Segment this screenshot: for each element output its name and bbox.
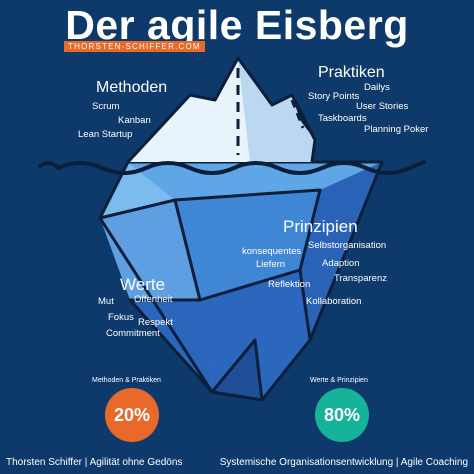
prinzipien-heading: Prinzipien [283,217,358,236]
prinzipien-item-reflektion: Reflektion [268,279,311,290]
methoden-item-kanban: Kanban [118,115,151,126]
prinzipien-item-adaption: Adaption [322,258,360,269]
stat-left-circle: 20% [105,388,159,442]
praktiken-item-user-stories: User Stories [356,101,409,112]
footer-left: Thorsten Schiffer | Agilität ohne Gedöns [6,457,183,468]
werte-item-fokus: Fokus [108,312,134,323]
methoden-item-scrum: Scrum [92,101,120,112]
iceberg-facet-right [300,162,382,340]
praktiken-item-story-points: Story Points [308,91,360,102]
stat-left-value: 20% [113,404,151,425]
iceberg-tip-shadow [238,58,315,162]
praktiken-item-dailys: Dailys [364,82,390,93]
werte-heading: Werte [120,275,166,294]
prinzipien-item-kollaboration: Kollaboration [306,296,362,307]
waterline [56,160,426,175]
iceberg-facet-bottom-dark [212,340,262,400]
iceberg-facet-mid-left [100,200,200,300]
praktiken-heading: Praktiken [318,64,385,81]
prinzipien-item-selbstorganisation: Selbstorganisation [308,240,387,251]
stat-left-label: Methoden & Praktiken [92,377,161,384]
praktiken-item-planning-poker: Planning Poker [364,124,429,135]
website-badge: THORSTEN-SCHIFFER.COM [64,41,205,52]
prinzipien-item-transparenz: Transparenz [334,273,387,284]
werte-item-offenheit: Offenheit [134,294,173,305]
werte-item-mut: Mut [98,296,114,307]
footer-right: Systemische Organisationsentwicklung | A… [219,457,468,468]
stat-right-label: Werte & Prinzipien [310,377,368,384]
prinzipien-item-konsequentes: konsequentes [242,246,302,257]
methoden-item-lean-startup: Lean Startup [78,129,133,140]
praktiken-item-taskboards: Taskboards [318,113,367,124]
werte-item-commitment: Commitment [106,328,160,339]
stat-right-circle: 80% [315,388,369,442]
iceberg-facet-bottom [200,270,310,400]
werte-item-respekt: Respekt [138,317,173,328]
stat-right-value: 80% [323,404,361,425]
page-title: Der agile Eisberg [65,2,409,48]
methoden-heading: Methoden [96,79,168,96]
prinzipien-item-liefern: Liefern [256,259,286,270]
